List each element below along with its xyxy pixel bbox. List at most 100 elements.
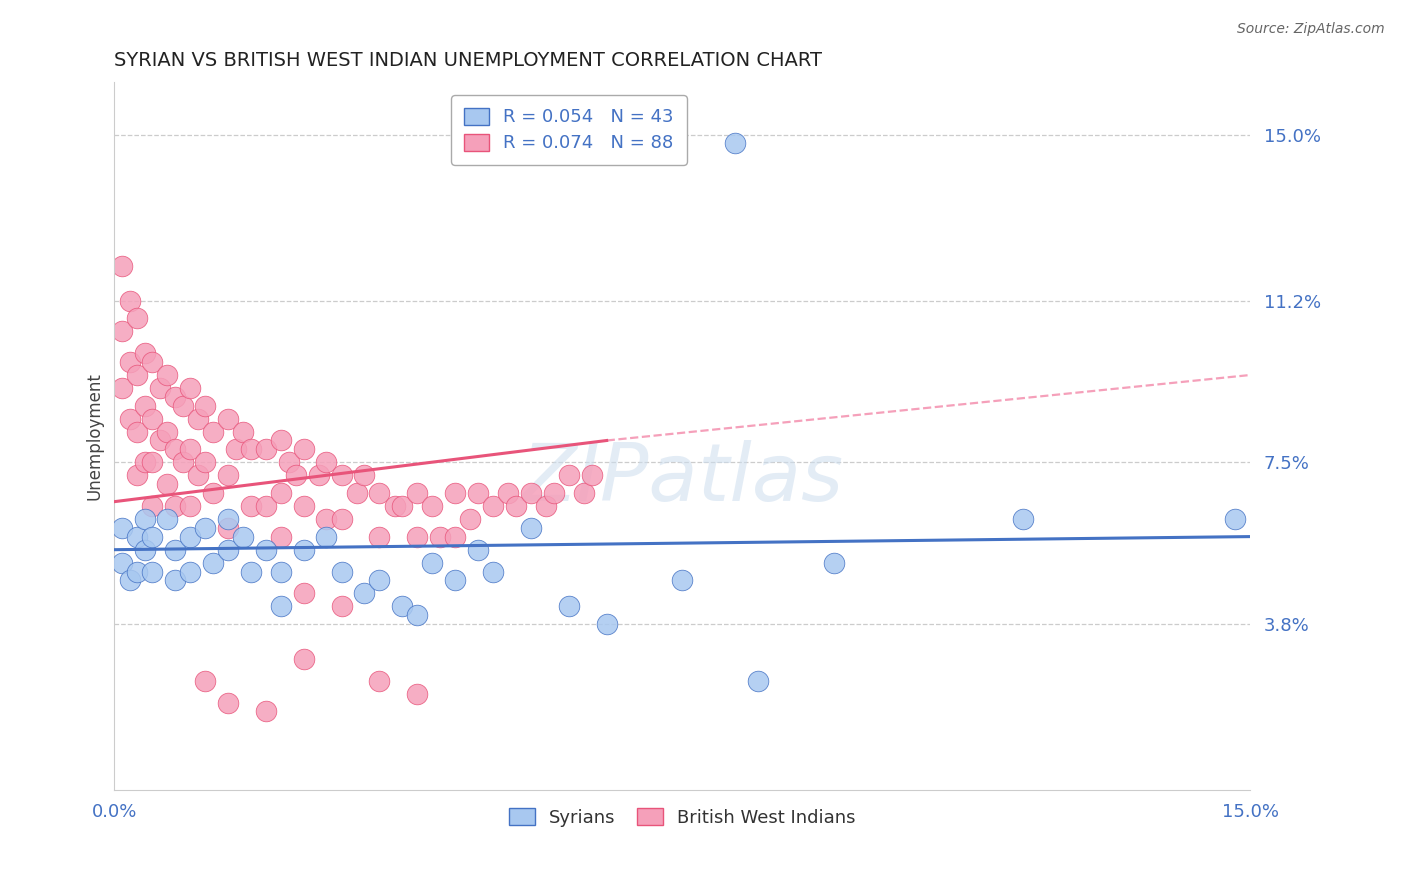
Point <box>277 455 299 469</box>
Point <box>368 673 391 688</box>
Point <box>724 136 747 151</box>
Point <box>520 486 543 500</box>
Point <box>187 411 209 425</box>
Point <box>141 530 163 544</box>
Point <box>368 574 391 588</box>
Y-axis label: Unemployment: Unemployment <box>86 372 103 500</box>
Text: Source: ZipAtlas.com: Source: ZipAtlas.com <box>1237 22 1385 37</box>
Point <box>225 442 247 457</box>
Point <box>368 486 391 500</box>
Point <box>292 652 315 666</box>
Point <box>217 468 239 483</box>
Point <box>232 530 254 544</box>
Point <box>285 468 308 483</box>
Point <box>111 381 134 395</box>
Point <box>429 530 451 544</box>
Point <box>254 499 277 513</box>
Point <box>127 425 149 439</box>
Point <box>111 259 134 273</box>
Point <box>163 499 186 513</box>
Point <box>254 542 277 557</box>
Point <box>118 355 141 369</box>
Point <box>391 599 413 614</box>
Point <box>353 586 375 600</box>
Point <box>156 368 179 382</box>
Point <box>315 455 337 469</box>
Point <box>179 530 201 544</box>
Point <box>467 486 489 500</box>
Point <box>444 574 467 588</box>
Point <box>163 574 186 588</box>
Point <box>505 499 527 513</box>
Point <box>134 542 156 557</box>
Point <box>353 468 375 483</box>
Point <box>141 565 163 579</box>
Point <box>201 425 224 439</box>
Point <box>134 455 156 469</box>
Point <box>118 293 141 308</box>
Point <box>134 512 156 526</box>
Point <box>406 486 429 500</box>
Point <box>179 499 201 513</box>
Text: ZIPatlas: ZIPatlas <box>522 440 844 517</box>
Point <box>201 556 224 570</box>
Point <box>127 565 149 579</box>
Point <box>315 530 337 544</box>
Point <box>179 565 201 579</box>
Point <box>141 499 163 513</box>
Point <box>127 311 149 326</box>
Point <box>201 486 224 500</box>
Point <box>467 542 489 557</box>
Point <box>239 442 262 457</box>
Point <box>406 687 429 701</box>
Point <box>254 704 277 718</box>
Point <box>163 390 186 404</box>
Point <box>444 486 467 500</box>
Point <box>368 530 391 544</box>
Point <box>111 556 134 570</box>
Point <box>1012 512 1035 526</box>
Point <box>315 512 337 526</box>
Point <box>406 530 429 544</box>
Point <box>1225 512 1247 526</box>
Point <box>163 542 186 557</box>
Point <box>179 381 201 395</box>
Point <box>520 521 543 535</box>
Point <box>149 381 172 395</box>
Legend: Syrians, British West Indians: Syrians, British West Indians <box>502 801 863 834</box>
Point <box>232 425 254 439</box>
Point <box>534 499 557 513</box>
Point <box>134 346 156 360</box>
Point <box>384 499 406 513</box>
Point <box>163 442 186 457</box>
Point <box>149 434 172 448</box>
Point <box>581 468 603 483</box>
Point <box>330 512 353 526</box>
Point <box>127 468 149 483</box>
Point <box>572 486 595 500</box>
Point <box>558 468 581 483</box>
Point <box>187 468 209 483</box>
Point <box>391 499 413 513</box>
Point <box>422 499 444 513</box>
Point <box>460 512 482 526</box>
Point <box>595 616 617 631</box>
Point <box>111 324 134 338</box>
Point <box>118 574 141 588</box>
Point <box>292 442 315 457</box>
Point <box>194 455 217 469</box>
Point <box>127 530 149 544</box>
Point <box>308 468 330 483</box>
Point <box>292 586 315 600</box>
Point <box>747 673 769 688</box>
Point <box>496 486 519 500</box>
Point <box>270 530 292 544</box>
Point <box>270 565 292 579</box>
Point <box>217 542 239 557</box>
Point <box>156 425 179 439</box>
Point <box>444 530 467 544</box>
Point <box>156 512 179 526</box>
Point <box>118 411 141 425</box>
Point <box>270 599 292 614</box>
Point <box>141 355 163 369</box>
